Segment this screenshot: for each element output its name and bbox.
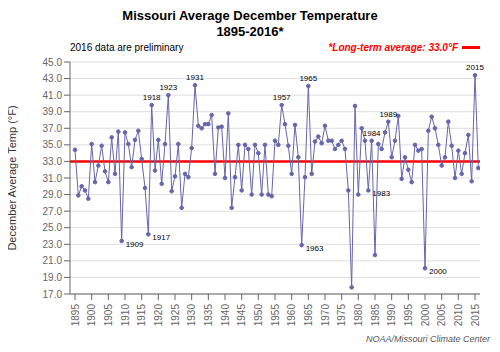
svg-text:23.0: 23.0 [43, 239, 63, 250]
html-text:*Long-term average: 33.0°F: *Long-term average: 33.0°F [328, 41, 458, 53]
svg-text:1995: 1995 [403, 304, 414, 327]
svg-text:1920: 1920 [153, 304, 164, 327]
svg-text:1990: 1990 [386, 304, 397, 327]
svg-text:2000: 2000 [429, 267, 447, 276]
svg-text:1957: 1957 [273, 93, 291, 102]
svg-text:19.0: 19.0 [43, 272, 63, 283]
svg-text:2000: 2000 [420, 304, 431, 327]
svg-text:27.0: 27.0 [43, 206, 63, 217]
svg-text:1945: 1945 [236, 304, 247, 327]
svg-text:17.0: 17.0 [43, 289, 63, 300]
svg-text:1965: 1965 [299, 74, 317, 83]
svg-text:1918: 1918 [143, 93, 161, 102]
svg-text:1989: 1989 [379, 110, 397, 119]
svg-text:31.0: 31.0 [43, 173, 63, 184]
svg-text:35.0: 35.0 [43, 139, 63, 150]
svg-text:37.0: 37.0 [43, 123, 63, 134]
svg-text:1915: 1915 [136, 304, 147, 327]
svg-text:1980: 1980 [353, 304, 364, 327]
svg-text:33.0: 33.0 [43, 156, 63, 167]
svg-text:25.0: 25.0 [43, 222, 63, 233]
svg-text:1895: 1895 [70, 304, 81, 327]
svg-text:1910: 1910 [120, 304, 131, 327]
svg-text:1931: 1931 [186, 73, 204, 82]
svg-text:1917: 1917 [152, 233, 170, 242]
svg-text:1940: 1940 [220, 304, 231, 327]
svg-text:1925: 1925 [170, 304, 181, 327]
svg-text:1923: 1923 [159, 83, 177, 92]
svg-text:45.0: 45.0 [43, 57, 63, 68]
svg-text:41.0: 41.0 [43, 90, 63, 101]
svg-text:1960: 1960 [286, 304, 297, 327]
svg-text:1930: 1930 [186, 304, 197, 327]
svg-text:1965: 1965 [303, 304, 314, 327]
html-text:Missouri Average December Temp: Missouri Average December Temperature [122, 8, 378, 23]
svg-text:2015: 2015 [470, 304, 481, 327]
svg-text:December Average Temp (°F): December Average Temp (°F) [8, 105, 18, 250]
html-text:2016 data are preliminary: 2016 data are preliminary [70, 41, 184, 53]
svg-text:39.0: 39.0 [43, 106, 63, 117]
svg-text:1935: 1935 [203, 304, 214, 327]
svg-text:1963: 1963 [306, 244, 324, 253]
svg-text:1984: 1984 [363, 129, 381, 138]
svg-text:1909: 1909 [126, 240, 144, 249]
svg-text:2010: 2010 [453, 304, 464, 327]
svg-text:2005: 2005 [436, 304, 447, 327]
html-text:NOAA/Missouri Climate Center: NOAA/Missouri Climate Center [366, 334, 490, 344]
svg-text:1970: 1970 [320, 304, 331, 327]
svg-text:1950: 1950 [253, 304, 264, 327]
html-text:1895-2016*: 1895-2016* [216, 24, 284, 39]
svg-text:1955: 1955 [270, 304, 281, 327]
svg-text:1983: 1983 [372, 189, 390, 198]
svg-text:1900: 1900 [86, 304, 97, 327]
svg-text:21.0: 21.0 [43, 255, 63, 266]
svg-text:1905: 1905 [103, 304, 114, 327]
svg-text:1975: 1975 [336, 304, 347, 327]
svg-text:29.0: 29.0 [43, 189, 63, 200]
svg-text:43.0: 43.0 [43, 73, 63, 84]
svg-text:1985: 1985 [370, 304, 381, 327]
svg-text:2015: 2015 [466, 63, 484, 72]
